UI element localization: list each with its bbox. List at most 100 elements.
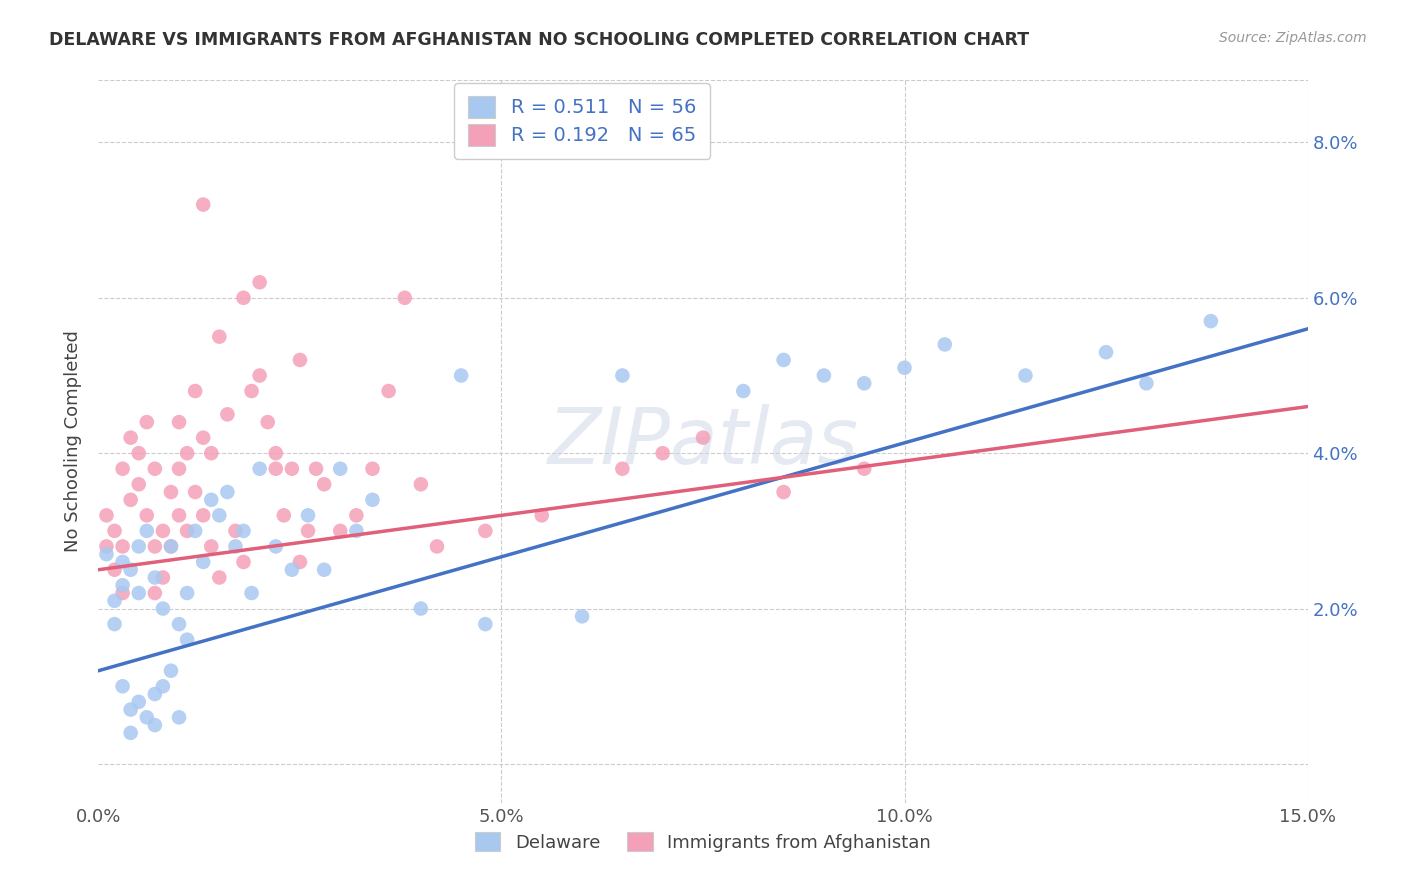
Point <box>297 524 319 538</box>
Point <box>612 368 634 383</box>
Point <box>96 547 118 561</box>
Point <box>135 524 157 538</box>
Point <box>176 632 198 647</box>
Point <box>208 508 231 523</box>
Point <box>103 594 125 608</box>
Point <box>934 337 956 351</box>
Point <box>103 524 125 538</box>
Point <box>208 329 231 343</box>
Point <box>232 524 254 538</box>
Point <box>128 586 150 600</box>
Point <box>111 578 134 592</box>
Point <box>160 540 183 554</box>
Point <box>193 555 215 569</box>
Point <box>111 461 134 475</box>
Point <box>733 384 755 398</box>
Point <box>193 197 215 211</box>
Point <box>273 508 295 523</box>
Point <box>571 609 593 624</box>
Point <box>249 275 271 289</box>
Point <box>96 508 118 523</box>
Point <box>361 461 384 475</box>
Point <box>135 710 157 724</box>
Point <box>167 508 190 523</box>
Point <box>152 570 174 584</box>
Point <box>120 431 142 445</box>
Point <box>120 702 142 716</box>
Point <box>450 368 472 383</box>
Point <box>394 291 416 305</box>
Point <box>224 540 246 554</box>
Point <box>344 508 367 523</box>
Point <box>128 695 150 709</box>
Legend: Delaware, Immigrants from Afghanistan: Delaware, Immigrants from Afghanistan <box>468 824 938 859</box>
Point <box>281 563 304 577</box>
Point <box>232 291 254 305</box>
Point <box>143 570 166 584</box>
Point <box>288 353 311 368</box>
Point <box>193 508 215 523</box>
Point <box>143 461 166 475</box>
Point <box>120 726 142 740</box>
Point <box>200 446 222 460</box>
Point <box>1095 345 1118 359</box>
Text: DELAWARE VS IMMIGRANTS FROM AFGHANISTAN NO SCHOOLING COMPLETED CORRELATION CHART: DELAWARE VS IMMIGRANTS FROM AFGHANISTAN … <box>49 31 1029 49</box>
Point <box>176 446 198 460</box>
Text: Source: ZipAtlas.com: Source: ZipAtlas.com <box>1219 31 1367 45</box>
Point <box>329 461 352 475</box>
Point <box>530 508 553 523</box>
Point <box>264 540 287 554</box>
Point <box>409 601 432 615</box>
Point <box>361 492 384 507</box>
Point <box>474 617 496 632</box>
Point <box>426 540 449 554</box>
Point <box>314 477 336 491</box>
Point <box>288 555 311 569</box>
Point <box>1014 368 1036 383</box>
Point <box>128 540 150 554</box>
Point <box>853 376 876 391</box>
Point <box>96 540 118 554</box>
Point <box>167 710 190 724</box>
Point <box>409 477 432 491</box>
Point <box>264 461 287 475</box>
Point <box>184 485 207 500</box>
Point <box>329 524 352 538</box>
Point <box>167 461 190 475</box>
Point <box>160 485 183 500</box>
Point <box>772 353 794 368</box>
Point <box>224 524 246 538</box>
Point <box>217 408 239 422</box>
Point <box>264 446 287 460</box>
Point <box>240 586 263 600</box>
Point <box>344 524 367 538</box>
Point <box>103 563 125 577</box>
Point <box>1199 314 1222 328</box>
Point <box>772 485 794 500</box>
Point <box>249 368 271 383</box>
Point <box>128 477 150 491</box>
Text: ZIPatlas: ZIPatlas <box>547 403 859 480</box>
Point <box>143 586 166 600</box>
Point <box>176 524 198 538</box>
Point <box>1135 376 1157 391</box>
Point <box>128 446 150 460</box>
Point <box>651 446 673 460</box>
Point <box>120 492 142 507</box>
Point <box>217 485 239 500</box>
Point <box>240 384 263 398</box>
Point <box>281 461 304 475</box>
Point <box>103 617 125 632</box>
Point <box>377 384 399 398</box>
Point <box>208 570 231 584</box>
Point <box>853 461 876 475</box>
Point <box>612 461 634 475</box>
Point <box>305 461 328 475</box>
Point <box>135 508 157 523</box>
Point <box>143 540 166 554</box>
Point <box>256 415 278 429</box>
Point <box>167 617 190 632</box>
Y-axis label: No Schooling Completed: No Schooling Completed <box>63 331 82 552</box>
Point <box>200 492 222 507</box>
Point <box>297 508 319 523</box>
